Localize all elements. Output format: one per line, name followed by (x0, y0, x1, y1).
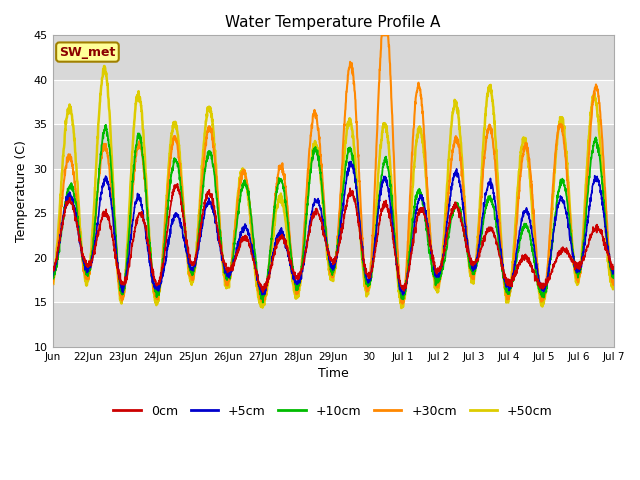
Bar (52, 258, 614, 302)
Bar (52, 124, 614, 169)
Y-axis label: Temperature (C): Temperature (C) (15, 140, 28, 242)
Bar (52, 36, 614, 80)
Bar (52, 213, 614, 258)
Text: SW_met: SW_met (60, 46, 116, 59)
Legend: 0cm, +5cm, +10cm, +30cm, +50cm: 0cm, +5cm, +10cm, +30cm, +50cm (108, 400, 558, 423)
Bar (52, 169, 614, 213)
Title: Water Temperature Profile A: Water Temperature Profile A (225, 15, 441, 30)
Bar (52, 302, 614, 347)
X-axis label: Time: Time (318, 367, 349, 380)
Bar (52, 80, 614, 124)
